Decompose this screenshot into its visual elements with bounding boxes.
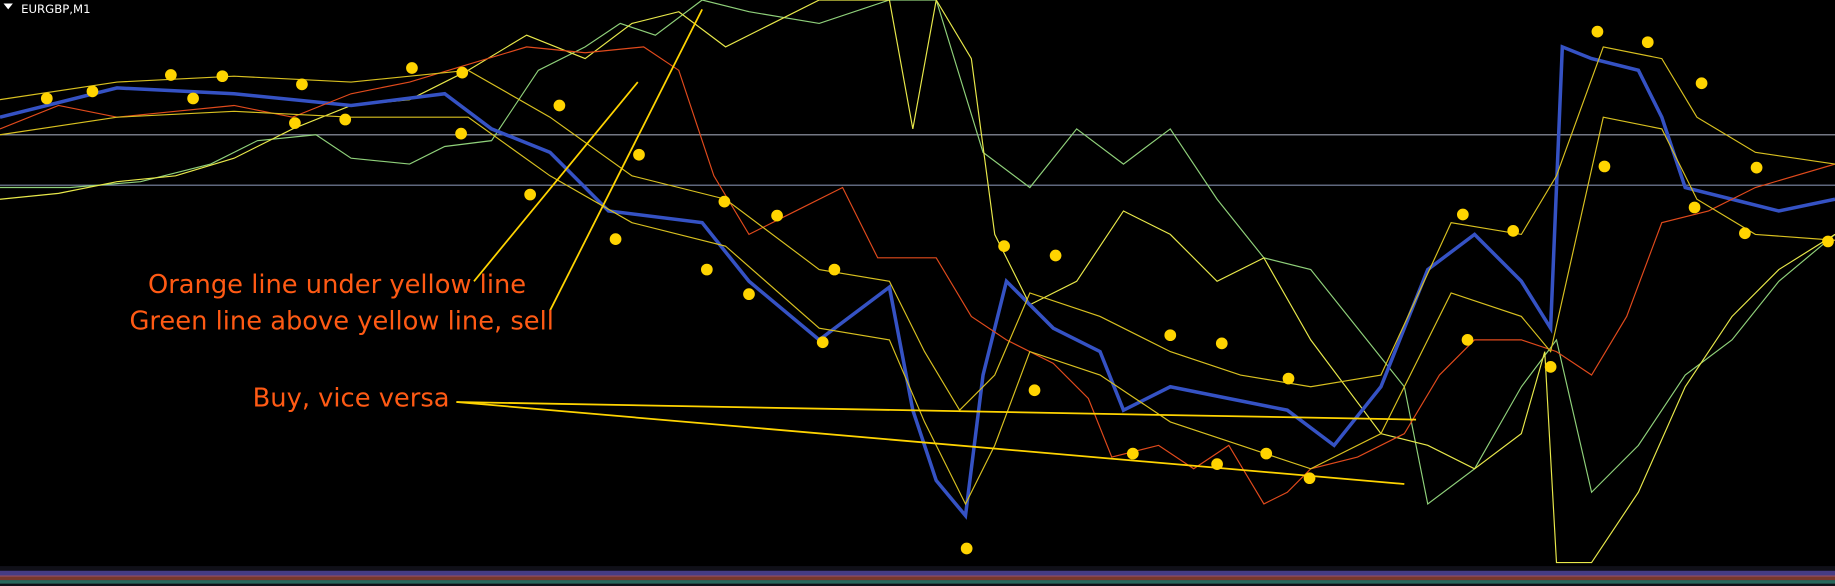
signal-dots	[40, 25, 1834, 555]
annotation-text: Green line above yellow line, sell	[129, 306, 553, 336]
annotation-lines	[456, 8, 1417, 485]
annotation-text: Orange line under yellow line	[148, 270, 526, 300]
band-lower	[0, 110, 1835, 506]
price-bars	[0, 44, 1835, 520]
menu-arrow[interactable]	[3, 3, 13, 10]
indicator-strip	[0, 566, 1835, 586]
annotation-text: Buy, vice versa	[253, 384, 450, 414]
band-upper	[0, 46, 1835, 412]
window-title: EURGBP,M1	[21, 2, 90, 16]
